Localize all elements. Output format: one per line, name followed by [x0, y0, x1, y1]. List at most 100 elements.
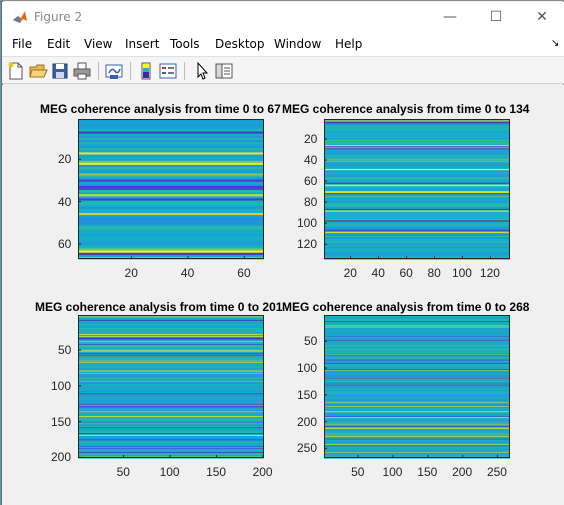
y-tick-label: 150	[297, 387, 318, 402]
heatmap-axes-4[interactable]	[324, 315, 510, 459]
menu-overflow-arrow-icon[interactable]: ↘	[551, 38, 560, 49]
heatmap-row	[78, 454, 264, 456]
heatmap-row	[324, 174, 510, 177]
close-button[interactable]: ✕	[519, 3, 564, 31]
heatmap-row	[78, 392, 264, 394]
toolbar-separator	[184, 62, 185, 80]
heatmap-row	[78, 426, 264, 429]
heatmap-row	[324, 134, 510, 137]
heatmap-row	[324, 221, 510, 224]
property-editor-icon[interactable]	[214, 61, 234, 81]
heatmap-row	[324, 245, 510, 248]
heatmap-row	[78, 407, 264, 409]
open-file-icon[interactable]	[28, 61, 48, 81]
menu-file[interactable]: File	[12, 37, 33, 51]
x-tick-label: 150	[417, 465, 438, 479]
insert-legend-icon[interactable]	[158, 61, 178, 81]
heatmap-row	[78, 396, 264, 399]
heatmap-row	[78, 324, 264, 326]
heatmap-axes-2[interactable]	[324, 119, 510, 260]
new-figure-icon[interactable]	[6, 61, 26, 81]
heatmap-row	[78, 196, 264, 200]
heatmap-row	[324, 203, 510, 206]
y-tick-label: 60	[58, 237, 72, 252]
heatmap-row	[324, 197, 510, 200]
heatmap-row	[324, 170, 510, 172]
heatmap-row	[78, 396, 264, 398]
heatmap-row	[78, 339, 264, 342]
heatmap-row	[78, 413, 264, 416]
heatmap-row	[324, 155, 510, 158]
menu-window[interactable]: Window	[274, 37, 322, 51]
link-plot-icon[interactable]	[104, 61, 124, 81]
heatmap-row	[324, 234, 510, 237]
heatmap-row	[78, 150, 264, 154]
heatmap-row	[78, 131, 264, 135]
heatmap-row	[324, 167, 510, 169]
heatmap-row	[324, 158, 510, 161]
heatmap-row	[78, 347, 264, 350]
edit-plot-pointer-icon[interactable]	[192, 61, 212, 81]
heatmap-row	[324, 123, 510, 125]
heatmap-row	[78, 373, 264, 375]
heatmap-row	[78, 368, 264, 370]
heatmap-axes-3[interactable]	[78, 315, 264, 459]
heatmap-row	[78, 319, 264, 322]
menu-edit[interactable]: Edit	[47, 37, 71, 51]
heatmap-row	[78, 345, 264, 347]
heatmap-row	[78, 420, 264, 422]
heatmap-row	[78, 366, 264, 368]
heatmap-row	[78, 240, 264, 243]
heatmap-axes-1[interactable]	[78, 119, 264, 260]
heatmap-row	[78, 339, 264, 341]
heatmap-row	[324, 255, 510, 258]
menu-help[interactable]: Help	[335, 37, 363, 51]
heatmap-row	[78, 238, 264, 241]
heatmap-row	[78, 401, 264, 403]
heatmap-row	[324, 163, 510, 166]
heatmap-row	[78, 424, 264, 426]
heatmap-row	[78, 429, 264, 431]
heatmap-row	[78, 340, 264, 342]
heatmap-row	[78, 379, 264, 382]
heatmap-row	[78, 386, 264, 389]
heatmap-row	[78, 448, 264, 450]
heatmap-row	[78, 139, 264, 143]
title-bar[interactable]: Figure 2 — ☐ ✕	[2, 2, 564, 32]
y-tick-label: 200	[51, 450, 72, 465]
maximize-button[interactable]: ☐	[473, 3, 519, 31]
heatmap-row	[78, 236, 264, 239]
heatmap-row	[78, 369, 264, 372]
heatmap-row	[324, 183, 510, 186]
menu-desktop[interactable]: Desktop	[215, 37, 265, 51]
menu-view[interactable]: View	[84, 37, 113, 51]
heatmap-row	[78, 357, 264, 359]
insert-colorbar-icon[interactable]	[136, 61, 156, 81]
print-icon[interactable]	[72, 61, 92, 81]
heatmap-row	[324, 151, 510, 154]
menu-insert[interactable]: Insert	[125, 37, 160, 51]
heatmap-row	[78, 221, 264, 225]
menu-tools[interactable]: Tools	[170, 37, 200, 51]
heatmap-row	[324, 161, 510, 164]
y-tick-label: 80	[304, 195, 318, 210]
heatmap-row	[324, 204, 510, 207]
heatmap-row	[324, 254, 510, 257]
heatmap-row	[78, 192, 264, 195]
heatmap-row	[324, 150, 510, 152]
heatmap-row	[324, 222, 510, 225]
heatmap-row	[78, 384, 264, 387]
heatmap-row	[78, 329, 264, 332]
save-icon[interactable]	[50, 61, 70, 81]
window-title: Figure 2	[34, 10, 83, 24]
minimize-button[interactable]: —	[427, 3, 473, 31]
heatmap-row	[78, 208, 264, 212]
heatmap-row	[324, 239, 510, 241]
heatmap-row	[324, 189, 510, 191]
heatmap-row	[324, 248, 510, 251]
heatmap-row	[78, 366, 264, 369]
heatmap-row	[324, 250, 510, 253]
x-tick-label: 60	[237, 266, 251, 280]
heatmap-row	[78, 450, 264, 452]
heatmap-row	[324, 160, 510, 163]
